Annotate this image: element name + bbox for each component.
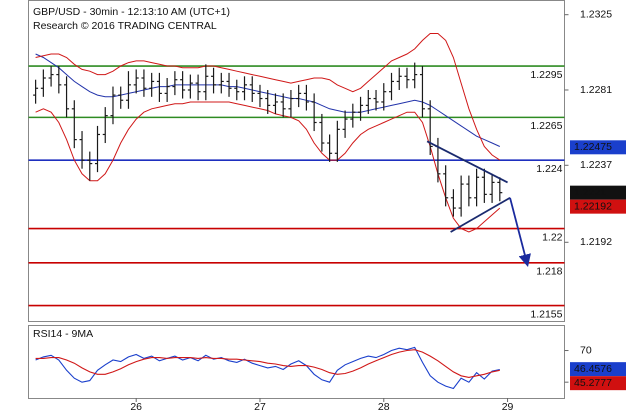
rsi-panel — [28, 325, 565, 399]
overlay-line — [35, 33, 501, 161]
x-tick-label: 28 — [378, 401, 390, 413]
series-line — [35, 346, 500, 390]
rsi-title: RSI14 - 9MA — [33, 328, 93, 340]
level-label: 1.2155 — [530, 308, 562, 320]
y-tick-label: 70 — [580, 344, 592, 356]
price-tag-label: 1.22475 — [574, 141, 612, 153]
series-line — [35, 349, 500, 378]
y-tick-label: 1.2325 — [580, 8, 612, 20]
price-tag-label: 1.2221 — [574, 186, 606, 198]
y-tick-label: 1.2281 — [580, 84, 612, 96]
price-tag-label: 46.4576 — [574, 363, 612, 375]
price-tag — [570, 362, 626, 377]
chart-title: GBP/USD - 30min - 12:13:10 AM (UTC+1) — [33, 6, 230, 18]
arrow — [509, 197, 531, 267]
trend-line — [426, 140, 508, 184]
x-tick-label: 29 — [502, 401, 514, 413]
price-tag-label: 1.22192 — [574, 200, 612, 212]
level-label: 1.2295 — [530, 69, 562, 81]
level-label: 1.22 — [542, 231, 563, 243]
level-label: 1.218 — [536, 266, 562, 278]
level-label: 1.224 — [536, 163, 562, 175]
x-tick-label: 27 — [254, 401, 266, 413]
x-tick-label: 26 — [130, 401, 142, 413]
price-tag — [570, 185, 626, 200]
price-tag-label: 45.2777 — [574, 377, 612, 389]
price-tag — [570, 199, 626, 214]
level-label: 1.2265 — [530, 120, 562, 132]
chart-subtitle: Research © 2016 TRADING CENTRAL — [33, 20, 217, 32]
y-tick-label: 1.2237 — [580, 159, 612, 171]
price-panel — [28, 0, 565, 322]
price-tag — [570, 376, 626, 391]
price-tag — [570, 140, 626, 155]
y-tick-label: 1.2192 — [580, 236, 612, 248]
trend-line — [450, 197, 511, 233]
